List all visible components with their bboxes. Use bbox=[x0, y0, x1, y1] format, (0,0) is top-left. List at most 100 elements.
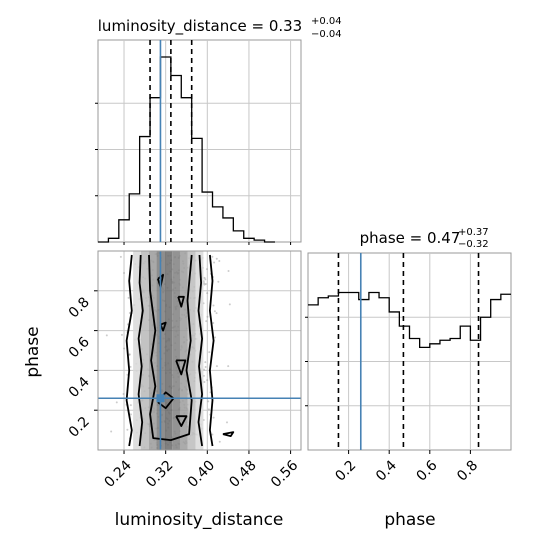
panel-joint-density bbox=[94, 250, 471, 454]
sample-point bbox=[127, 296, 130, 299]
histogram-bin bbox=[440, 340, 450, 450]
sample-point bbox=[211, 255, 214, 258]
x-tick-label: 0.32 bbox=[143, 458, 176, 491]
x-tick-label: 0.6 bbox=[414, 457, 441, 484]
sample-point bbox=[217, 280, 220, 283]
histogram-bin bbox=[213, 207, 223, 242]
sample-point bbox=[204, 361, 207, 364]
sample-point bbox=[129, 404, 132, 407]
x-tick-label: 0.48 bbox=[226, 458, 259, 491]
sample-point bbox=[228, 303, 231, 306]
x-tick-label: 0.2 bbox=[332, 458, 359, 485]
histogram-bin bbox=[501, 294, 511, 450]
phase-title: phase = 0.47 bbox=[360, 229, 461, 247]
sample-point bbox=[120, 333, 123, 336]
sample-point bbox=[122, 393, 125, 396]
panel-frame bbox=[97, 39, 302, 243]
sample-point bbox=[207, 408, 210, 411]
histogram-bin bbox=[233, 231, 243, 242]
histogram-bin bbox=[389, 312, 399, 450]
sample-point bbox=[204, 365, 207, 368]
histogram-bin bbox=[181, 98, 191, 242]
panel-frame bbox=[97, 250, 302, 451]
density-contour bbox=[177, 295, 185, 308]
x-tick-label: 0.56 bbox=[268, 457, 301, 490]
density-contour bbox=[148, 254, 193, 441]
sample-point bbox=[129, 365, 132, 368]
histogram-bin bbox=[450, 338, 460, 450]
histogram-bin bbox=[171, 76, 181, 243]
density-column bbox=[179, 251, 188, 450]
panel-frame bbox=[307, 252, 512, 451]
sample-point bbox=[215, 312, 218, 315]
luminosity-distance-title-plus: +0.04 bbox=[311, 16, 342, 27]
sample-point bbox=[203, 283, 206, 286]
histogram-bin bbox=[420, 347, 430, 450]
histogram-step-line bbox=[308, 291, 511, 348]
panel-phase-histogram: phase = 0.47 +0.37 −0.32 bbox=[305, 227, 512, 451]
histogram-bin bbox=[223, 218, 233, 242]
sample-point bbox=[211, 433, 214, 436]
luminosity-distance-title-minus: −0.04 bbox=[311, 29, 342, 40]
histogram-bin bbox=[129, 194, 139, 242]
y-axis-label-phase: phase bbox=[23, 326, 43, 377]
sample-point bbox=[128, 311, 131, 314]
luminosity-distance-title-label: luminosity_distance bbox=[98, 17, 247, 36]
histogram-bin bbox=[460, 326, 470, 450]
sample-point bbox=[123, 347, 126, 350]
density-column bbox=[195, 251, 204, 450]
histogram-bin bbox=[150, 98, 160, 242]
sample-point bbox=[123, 271, 126, 274]
histogram-bin bbox=[481, 317, 491, 450]
sample-point bbox=[214, 336, 217, 339]
histogram-bin bbox=[328, 296, 338, 450]
y-tick-label: 0.8 bbox=[66, 294, 93, 321]
density-contour bbox=[175, 359, 187, 376]
sample-point bbox=[227, 365, 230, 368]
histogram-bin bbox=[349, 292, 359, 450]
sample-point bbox=[212, 304, 215, 307]
x-axis-label-phase: phase bbox=[384, 510, 435, 530]
sample-point bbox=[208, 351, 211, 354]
y-tick-label: 0.6 bbox=[66, 334, 93, 361]
phase-title-label: phase bbox=[360, 229, 405, 247]
histogram-bin bbox=[379, 298, 389, 450]
sample-point bbox=[225, 421, 228, 424]
density-contour bbox=[137, 254, 144, 447]
histogram-bin bbox=[308, 305, 318, 450]
density-column bbox=[164, 251, 173, 450]
histogram-bin bbox=[202, 192, 212, 242]
sample-point bbox=[227, 269, 230, 272]
sample-point bbox=[218, 440, 221, 443]
x-tick-label: 0.4 bbox=[373, 457, 400, 484]
density-contour bbox=[125, 254, 133, 447]
sample-point bbox=[202, 368, 205, 371]
sample-point bbox=[206, 292, 209, 295]
truth-marker bbox=[156, 394, 165, 403]
sample-point bbox=[205, 268, 208, 271]
luminosity-distance-title: luminosity_distance = 0.33 bbox=[98, 17, 302, 36]
sample-point bbox=[212, 322, 215, 325]
y-tick-label: 0.2 bbox=[66, 414, 93, 441]
histogram-bin bbox=[399, 326, 409, 450]
histogram-bin bbox=[140, 137, 150, 242]
x-tick-label: 0.24 bbox=[101, 457, 134, 490]
luminosity-distance-title-value: 0.33 bbox=[269, 17, 302, 35]
sample-point bbox=[213, 310, 216, 313]
sample-point bbox=[215, 257, 218, 260]
density-column bbox=[172, 251, 180, 450]
histogram-step-line bbox=[98, 56, 275, 243]
phase-title-plus: +0.37 bbox=[458, 227, 489, 238]
sample-point bbox=[206, 379, 209, 382]
x-tick-label: 0.8 bbox=[454, 458, 481, 485]
phase-histogram-marks bbox=[305, 253, 511, 450]
sample-point bbox=[203, 380, 206, 383]
histogram-bin bbox=[491, 300, 501, 450]
histogram-bin bbox=[410, 338, 420, 450]
sample-point bbox=[204, 278, 207, 281]
phase-title-value: 0.47 bbox=[427, 229, 460, 247]
luminosity-distance-histogram-marks bbox=[95, 40, 301, 245]
phase-title-minus: −0.32 bbox=[458, 239, 489, 250]
sample-point bbox=[126, 428, 129, 431]
